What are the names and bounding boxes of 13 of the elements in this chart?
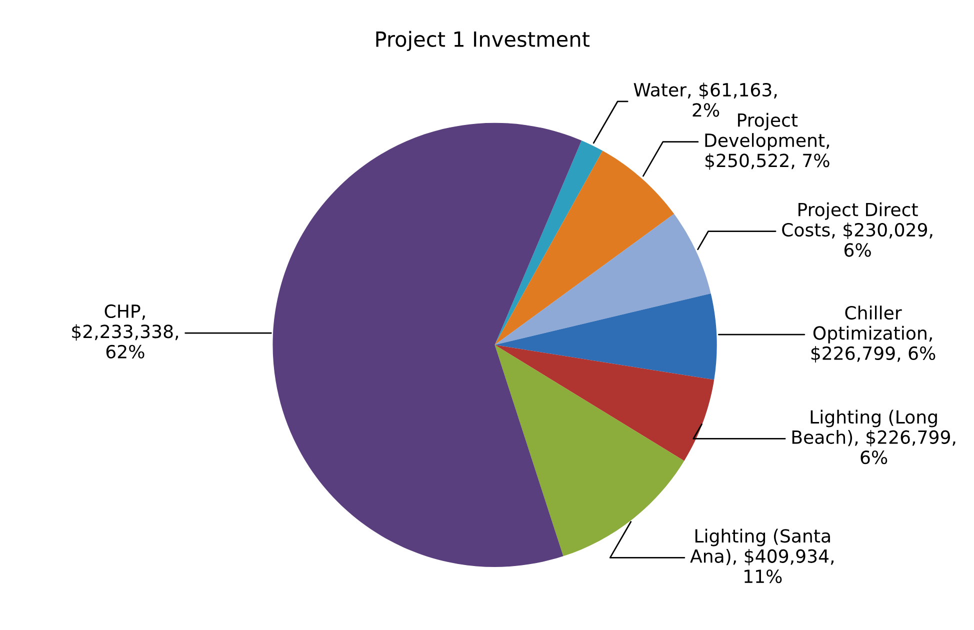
pie-slice [494,293,717,380]
slice-label: CHP, $2,233,338, 62% [72,304,178,358]
pie-slice [494,344,714,461]
slice-label: Project Direct Costs, $230,029, 6% [782,202,932,257]
slice-label: Lighting (Santa Ana), $409,934, 11% [690,528,834,584]
pie-slice [494,140,603,345]
slice-label: Chiller Optimization, $226,799, 6% [811,306,936,362]
pie-slice [494,214,711,345]
pie-slice [494,344,684,556]
pie-slice [494,150,674,345]
slice-label: Lighting (Long Beach), $226,799, 6% [792,410,956,464]
pie-slice [272,122,582,567]
chart-title: Project 1 Investment [376,30,590,52]
